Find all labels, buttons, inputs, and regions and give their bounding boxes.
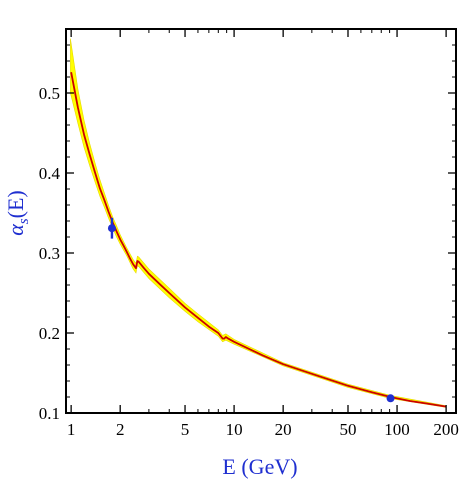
y-axis-title-argument: (E) [3, 190, 28, 218]
central-curve-layer [70, 72, 447, 408]
x-tick-label-10: 10 [226, 420, 243, 439]
x-tick-label-50: 50 [339, 420, 356, 439]
x-tick-label-1: 1 [67, 420, 76, 439]
y-tick-label-0.4: 0.4 [39, 164, 61, 183]
x-tick-label-20: 20 [275, 420, 292, 439]
x-axis-title: E (GeV) [222, 454, 297, 479]
uncertainty-band [70, 38, 447, 408]
labels-layer: E (GeV) αs(E) [3, 190, 298, 479]
y-tick-label-0.5: 0.5 [39, 84, 60, 103]
x-tick-label-200: 200 [433, 420, 459, 439]
x-tick-label-100: 100 [384, 420, 410, 439]
y-tick-label-0.2: 0.2 [39, 324, 60, 343]
y-tick-label-0.3: 0.3 [39, 244, 60, 263]
uncertainty-band-layer [70, 38, 447, 408]
data-points-layer [107, 217, 395, 403]
ticks-layer: 1 2 5 10 20 50 100 200 0.1 0.2 0.3 0.4 0.5 [39, 29, 459, 439]
y-axis-title: αs(E) [3, 190, 32, 236]
plot-frame [65, 28, 457, 414]
y-tick-label-0.1: 0.1 [39, 404, 60, 423]
data-point-2 [386, 394, 395, 403]
x-tick-label-2: 2 [116, 420, 125, 439]
y-axis-title-subscript: s [16, 218, 32, 224]
central-curve [70, 72, 447, 408]
y-axis-title-symbol: α [3, 224, 28, 236]
data-point-1 [107, 224, 116, 233]
x-tick-label-5: 5 [181, 420, 190, 439]
